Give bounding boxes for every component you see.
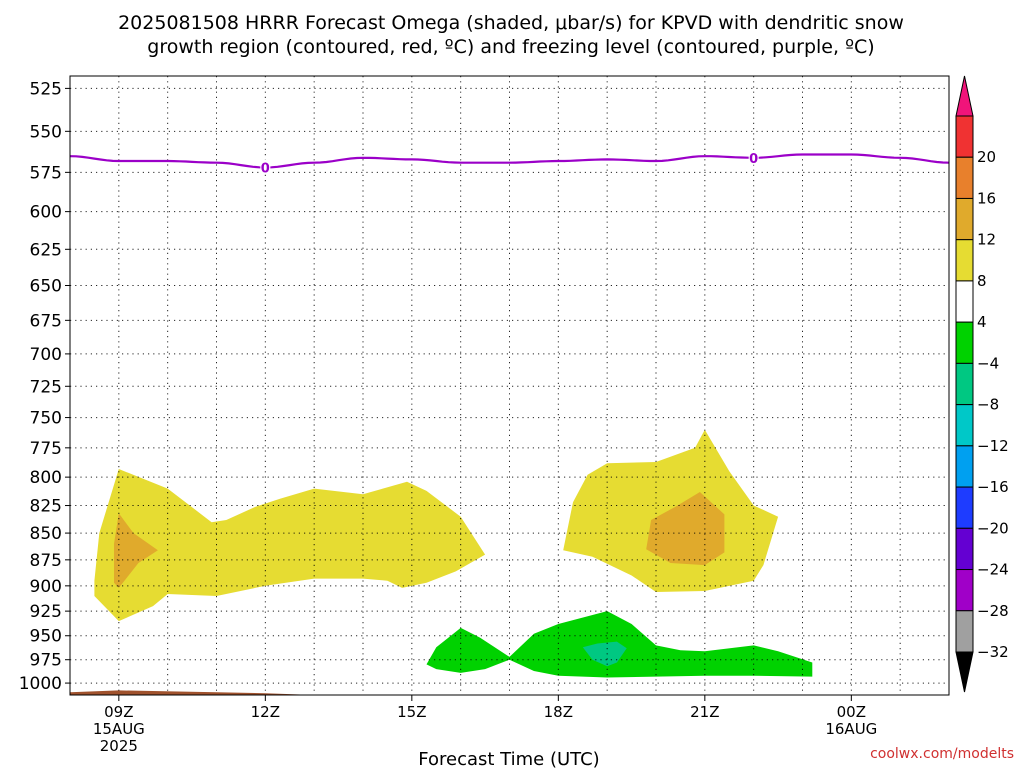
colorbar-label: −16 <box>977 478 1009 496</box>
colorbar-segment <box>955 239 974 282</box>
colorbar-label: 16 <box>977 189 996 207</box>
colorbar-label: 8 <box>977 272 987 290</box>
colorbar-segment <box>955 404 974 447</box>
colorbar-segment <box>955 321 974 364</box>
chart-title: 2025081508 HRRR Forecast Omega (shaded, … <box>118 12 904 58</box>
y-tick-label: 700 <box>30 345 62 365</box>
x-tick-label: 00Z <box>837 703 866 721</box>
freezing-level-label: 0 <box>749 152 758 167</box>
x-axis-label: Forecast Time (UTC) <box>418 749 599 768</box>
colorbar-segment <box>955 569 974 612</box>
x-tick-label: 18Z <box>544 703 573 721</box>
y-tick-label: 850 <box>30 524 62 544</box>
y-axis: 525 550 575 600 625 650 675 700 725 750 775 800 825 8… <box>19 79 70 694</box>
x-tick-label: 15Z <box>397 703 426 721</box>
colorbar-label: −8 <box>977 396 999 414</box>
freezing-level-label: 0 <box>261 162 270 177</box>
x-tick-label: 21Z <box>690 703 719 721</box>
y-tick-label: 525 <box>30 79 62 99</box>
colorbar-segment <box>955 445 974 488</box>
y-tick-label: 950 <box>30 627 62 647</box>
colorbar-segment <box>955 486 974 529</box>
omega-region-2 <box>114 513 158 588</box>
y-tick-label: 600 <box>30 203 62 223</box>
y-tick-label: 575 <box>30 163 62 183</box>
y-tick-label: 650 <box>30 277 62 297</box>
x-tick-label: 12Z <box>251 703 280 721</box>
credit-label: coolwx.com/modelts <box>870 746 1014 762</box>
y-tick-label: 625 <box>30 240 62 260</box>
colorbar-segment <box>955 362 974 406</box>
x-tick-label: 2025 <box>100 737 138 755</box>
freezing-level-layer: 00 <box>69 149 950 177</box>
terrain-layer <box>70 690 949 695</box>
y-tick-label: 925 <box>30 602 62 622</box>
y-tick-label: 550 <box>30 122 62 142</box>
y-tick-label: 725 <box>30 377 62 397</box>
colorbar-segment <box>955 156 974 199</box>
y-tick-label: 675 <box>30 311 62 331</box>
x-tick-label: 15AUG <box>93 720 145 738</box>
y-tick-label: 825 <box>30 497 62 517</box>
colorbar-segment <box>955 527 974 571</box>
grid-lines <box>70 76 949 695</box>
terrain-fill <box>70 690 949 695</box>
colorbar-bottom-arrow <box>955 651 974 693</box>
plot-frame <box>69 75 950 696</box>
colorbar-top-arrow <box>955 75 974 117</box>
freezing-label-bg <box>260 159 271 175</box>
omega-shading <box>94 429 813 678</box>
y-tick-label: 975 <box>30 651 62 671</box>
x-tick-label: 09Z <box>104 703 133 721</box>
colorbar: 20 16 12 8 4 −4 −8 −12 −16 −20 −24 −28 −32 <box>955 75 1009 693</box>
freezing-level-line <box>69 153 950 169</box>
colorbar-segment <box>955 197 974 241</box>
freezing-label-bg <box>748 149 759 165</box>
y-tick-label: 900 <box>30 577 62 597</box>
colorbar-label: −32 <box>977 643 1009 661</box>
omega-region-4 <box>646 492 725 566</box>
colorbar-label: 12 <box>977 231 996 249</box>
colorbar-label: 4 <box>977 313 987 331</box>
y-tick-label: 800 <box>30 468 62 488</box>
colorbar-label: 20 <box>977 148 996 166</box>
omega-region-1 <box>94 469 486 622</box>
colorbar-segment <box>955 115 974 158</box>
title-line-2: growth region (contoured, red, ºC) and f… <box>147 36 874 58</box>
colorbar-label: −4 <box>977 354 999 372</box>
colorbar-label: −28 <box>977 602 1009 620</box>
y-tick-label: 750 <box>30 409 62 429</box>
omega-region-6 <box>582 641 627 667</box>
x-tick-label: 16AUG <box>825 720 877 738</box>
colorbar-label: −12 <box>977 437 1009 455</box>
y-tick-label: 1000 <box>19 674 62 694</box>
colorbar-segment <box>955 280 974 323</box>
colorbar-label: −24 <box>977 561 1009 579</box>
colorbar-segment <box>955 610 974 653</box>
title-line-1: 2025081508 HRRR Forecast Omega (shaded, … <box>118 12 904 34</box>
y-tick-label: 775 <box>30 439 62 459</box>
y-tick-label: 875 <box>30 551 62 571</box>
colorbar-label: −20 <box>977 519 1009 537</box>
